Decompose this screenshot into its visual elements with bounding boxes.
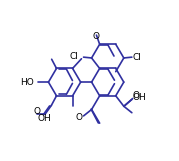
Text: O: O	[33, 107, 40, 116]
Text: Cl: Cl	[133, 53, 142, 62]
Text: O: O	[133, 91, 140, 100]
Text: OH: OH	[133, 93, 147, 102]
Text: OH: OH	[37, 114, 51, 123]
Text: O: O	[75, 113, 82, 122]
Text: O: O	[93, 32, 100, 41]
Text: Cl: Cl	[69, 52, 78, 61]
Text: HO: HO	[20, 78, 34, 87]
